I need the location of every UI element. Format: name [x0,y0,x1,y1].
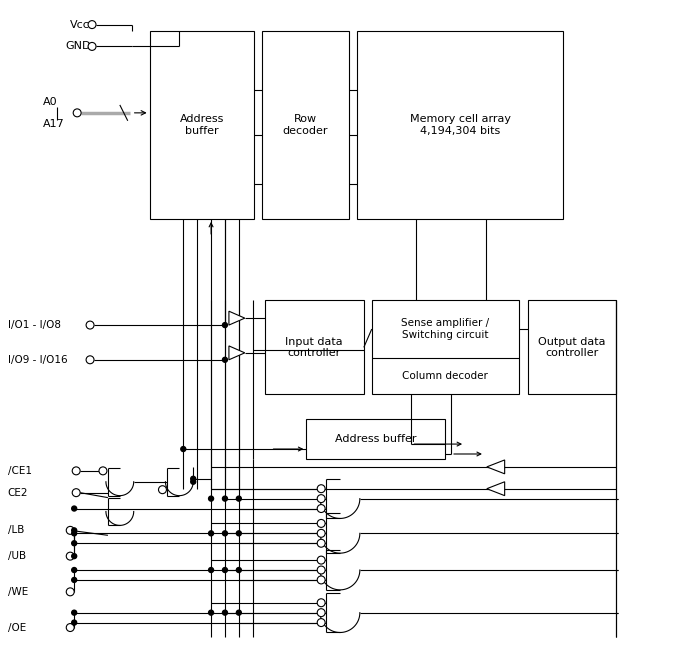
Circle shape [73,109,81,117]
Polygon shape [487,460,505,474]
Text: I/O1 - I/O8: I/O1 - I/O8 [8,320,61,330]
Text: A17: A17 [42,119,64,129]
Circle shape [317,485,325,493]
Circle shape [208,531,214,536]
Circle shape [99,467,107,475]
Circle shape [72,554,76,558]
Text: CE2: CE2 [8,488,28,498]
Text: /WE: /WE [8,587,28,597]
Circle shape [317,520,325,527]
Text: Memory cell array
4,194,304 bits: Memory cell array 4,194,304 bits [410,114,510,136]
Circle shape [66,552,74,560]
Circle shape [317,556,325,564]
Circle shape [86,321,94,329]
Bar [150,31,253,219]
Text: Row
decoder: Row decoder [283,114,328,136]
Circle shape [72,531,76,536]
Circle shape [72,577,76,582]
Text: /UB: /UB [8,551,26,561]
Bar [372,301,518,395]
Text: GND: GND [66,41,91,51]
Text: Input data
controller: Input data controller [285,337,343,358]
Circle shape [317,529,325,537]
Circle shape [88,21,96,29]
Bar [357,31,563,219]
Circle shape [236,568,241,572]
Circle shape [72,467,80,475]
Circle shape [223,496,227,501]
Text: Address buffer: Address buffer [335,434,417,444]
Polygon shape [229,311,245,325]
Circle shape [66,623,74,631]
Circle shape [223,323,227,327]
Text: A0: A0 [42,97,57,107]
Circle shape [317,609,325,617]
Circle shape [208,496,214,501]
Circle shape [223,531,227,536]
Circle shape [236,610,241,615]
Circle shape [317,504,325,512]
Circle shape [223,610,227,615]
Text: /LB: /LB [8,525,24,535]
Circle shape [66,588,74,596]
Circle shape [86,356,94,364]
Circle shape [236,496,241,501]
Circle shape [223,357,227,362]
Polygon shape [229,346,245,360]
Circle shape [66,526,74,534]
Polygon shape [487,482,505,496]
Circle shape [72,489,80,496]
Text: Column decoder: Column decoder [402,371,488,381]
Bar [306,420,445,459]
Text: I/O9 - I/O16: I/O9 - I/O16 [8,355,68,365]
Text: Vcc: Vcc [70,19,90,29]
Circle shape [317,566,325,574]
Circle shape [72,528,76,533]
Circle shape [88,43,96,50]
Bar [529,301,616,395]
Circle shape [191,476,196,481]
Circle shape [223,568,227,572]
Circle shape [72,506,76,511]
Circle shape [317,619,325,627]
Bar [262,31,349,219]
Circle shape [181,446,186,452]
Circle shape [317,576,325,584]
Circle shape [72,620,76,625]
Bar [264,301,364,395]
Circle shape [72,541,76,546]
Circle shape [72,568,76,572]
Circle shape [236,531,241,536]
Text: /CE1: /CE1 [8,466,31,476]
Circle shape [317,599,325,607]
Circle shape [191,479,196,484]
Circle shape [72,610,76,615]
Circle shape [317,539,325,547]
Circle shape [158,486,167,494]
Circle shape [208,610,214,615]
Circle shape [317,494,325,502]
Text: Address
buffer: Address buffer [180,114,224,136]
Text: Sense amplifier /
Switching circuit: Sense amplifier / Switching circuit [401,318,489,340]
Circle shape [208,568,214,572]
Text: Output data
controller: Output data controller [538,337,606,358]
Text: /OE: /OE [8,623,26,633]
